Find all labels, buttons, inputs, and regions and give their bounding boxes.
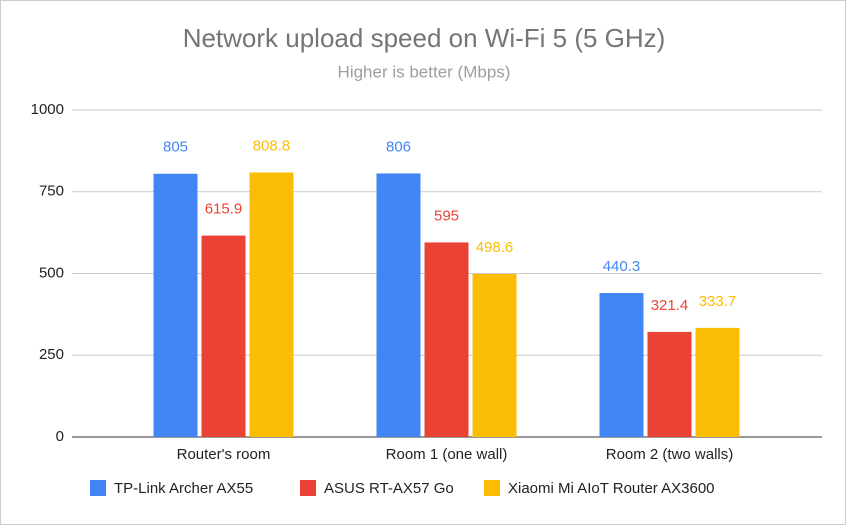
value-label: 333.7 (699, 293, 737, 310)
y-tick-label: 0 (56, 428, 64, 445)
chart-subtitle: Higher is better (Mbps) (338, 62, 511, 81)
value-label: 595 (434, 207, 459, 224)
legend-swatch (300, 480, 316, 496)
bar (424, 242, 469, 437)
value-label: 498.6 (476, 239, 514, 256)
bar (201, 235, 246, 437)
bar (472, 273, 517, 437)
value-label: 808.8 (253, 137, 291, 154)
value-label: 615.9 (205, 201, 243, 218)
value-label: 806 (386, 138, 411, 155)
value-label: 805 (163, 139, 188, 156)
legend-label: Xiaomi Mi AIoT Router AX3600 (508, 480, 715, 497)
legend-swatch (484, 480, 500, 496)
legend-swatch (90, 480, 106, 496)
bar (249, 172, 294, 437)
x-tick-label: Router's room (177, 446, 271, 463)
value-label: 440.3 (603, 258, 641, 275)
legend-label: ASUS RT-AX57 Go (324, 480, 454, 497)
chart-title: Network upload speed on Wi-Fi 5 (5 GHz) (183, 23, 666, 53)
bar (695, 327, 740, 437)
y-tick-label: 1000 (31, 101, 64, 118)
bar (599, 293, 644, 437)
value-label: 321.4 (651, 297, 689, 314)
x-tick-label: Room 2 (two walls) (606, 446, 734, 463)
x-tick-label: Room 1 (one wall) (386, 446, 508, 463)
legend-label: TP-Link Archer AX55 (114, 480, 253, 497)
bar (376, 173, 421, 438)
y-tick-label: 750 (39, 183, 64, 200)
y-tick-label: 250 (39, 346, 64, 363)
y-tick-label: 500 (39, 264, 64, 281)
bar (153, 173, 198, 437)
bar (647, 331, 692, 437)
